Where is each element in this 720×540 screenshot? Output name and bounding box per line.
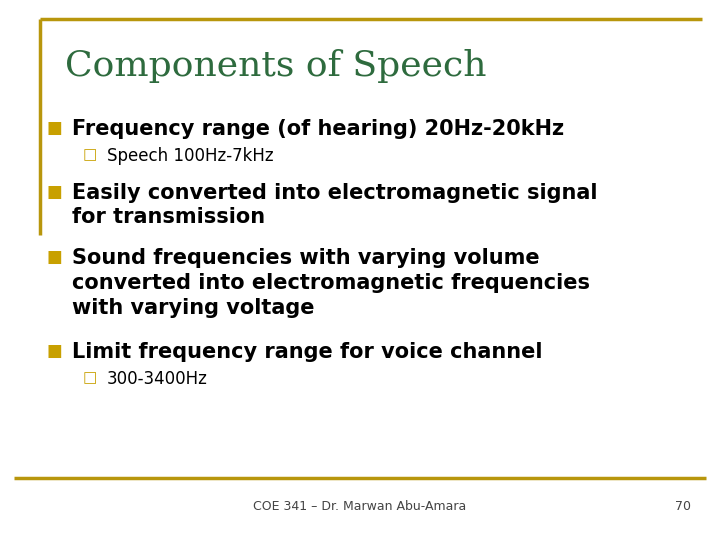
Text: □: □	[83, 370, 97, 386]
Text: 70: 70	[675, 500, 691, 512]
Text: 300-3400Hz: 300-3400Hz	[107, 370, 207, 388]
Text: Components of Speech: Components of Speech	[65, 49, 486, 83]
Text: □: □	[83, 147, 97, 162]
Text: Frequency range (of hearing) 20Hz-20kHz: Frequency range (of hearing) 20Hz-20kHz	[72, 119, 564, 139]
Text: ■: ■	[47, 342, 63, 360]
Text: ■: ■	[47, 248, 63, 266]
Text: Easily converted into electromagnetic signal
for transmission: Easily converted into electromagnetic si…	[72, 183, 598, 227]
Text: Limit frequency range for voice channel: Limit frequency range for voice channel	[72, 342, 542, 362]
Text: Sound frequencies with varying volume
converted into electromagnetic frequencies: Sound frequencies with varying volume co…	[72, 248, 590, 318]
Text: ■: ■	[47, 119, 63, 137]
Text: ■: ■	[47, 183, 63, 200]
Text: COE 341 – Dr. Marwan Abu-Amara: COE 341 – Dr. Marwan Abu-Amara	[253, 500, 467, 512]
Text: Speech 100Hz-7kHz: Speech 100Hz-7kHz	[107, 147, 273, 165]
